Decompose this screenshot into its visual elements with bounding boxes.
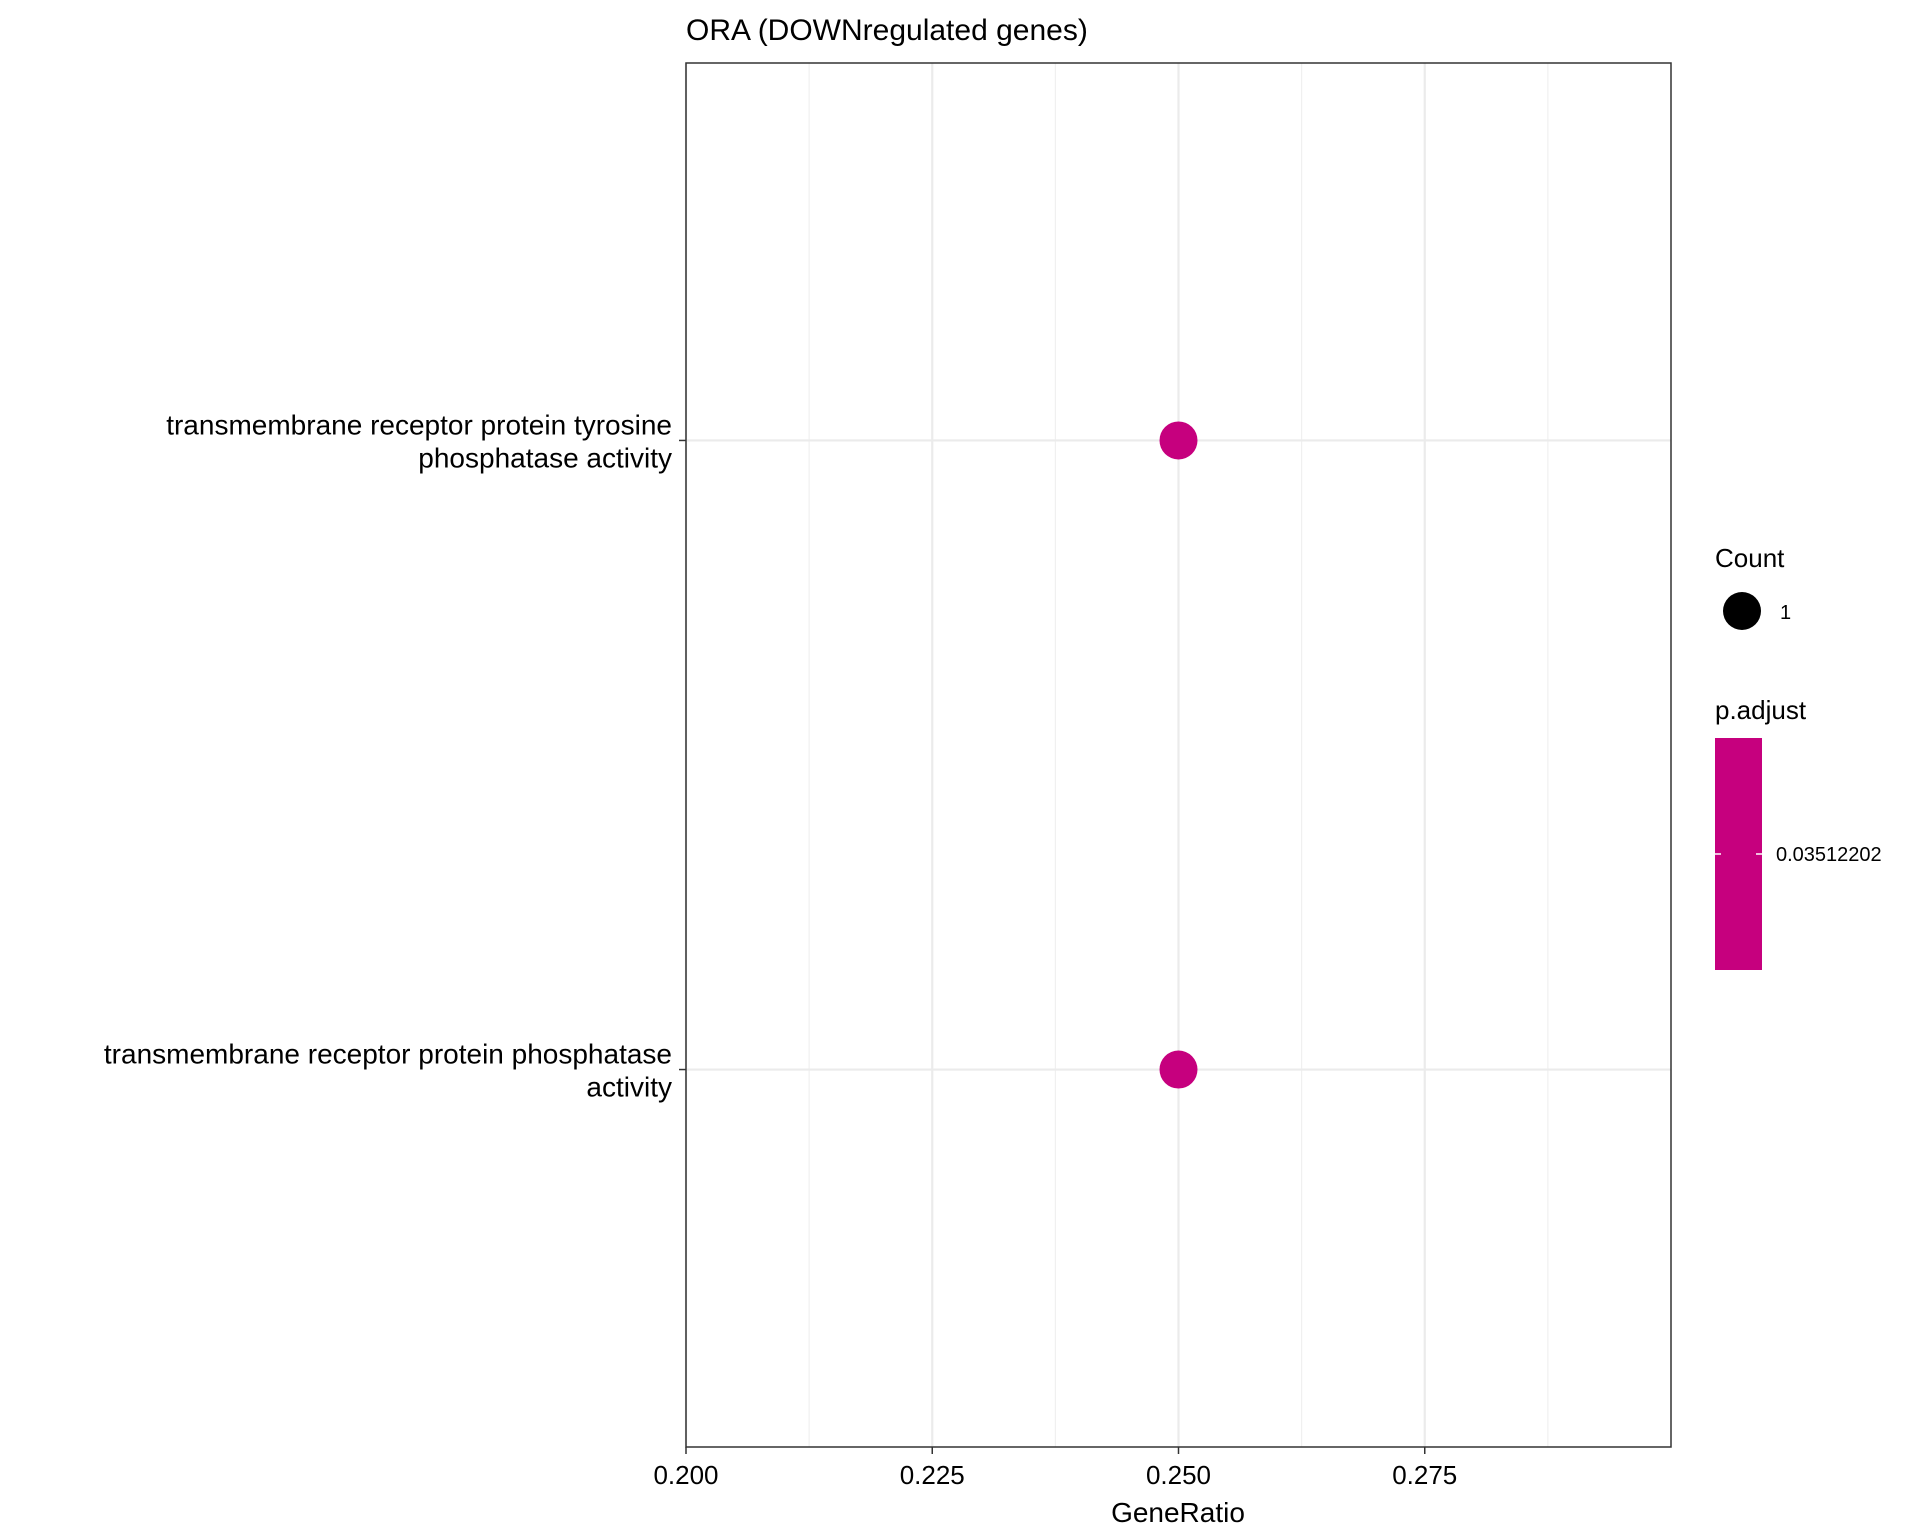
- legend-count-label: 1: [1780, 602, 1791, 624]
- chart-title: ORA (DOWNregulated genes): [686, 14, 1088, 47]
- y-tick-label-1: transmembrane receptor protein tyrosine p…: [166, 409, 672, 473]
- y-tick-label-0: transmembrane receptor protein phosphata…: [104, 1039, 672, 1103]
- x-axis-label: GeneRatio: [1111, 1497, 1245, 1528]
- legend: Count 1 p.adjust 0.03512202: [1715, 543, 1882, 970]
- data-points: [1159, 421, 1198, 1089]
- legend-count-title: Count: [1715, 543, 1785, 573]
- y-tick-label-line-1-0: transmembrane receptor protein tyrosine: [166, 409, 672, 440]
- x-axis: 0.200 0.225 0.250 0.275: [653, 1447, 1457, 1490]
- legend-padjust-label: 0.03512202: [1776, 844, 1882, 866]
- legend-colorbar: [1715, 738, 1762, 970]
- legend-count-dot: [1723, 592, 1761, 630]
- y-axis: transmembrane receptor protein phosphata…: [104, 409, 686, 1103]
- data-point-1: [1159, 421, 1198, 460]
- grid-minor: [808, 63, 1549, 1447]
- x-tick-label-3: 0.275: [1392, 1460, 1457, 1490]
- data-point-0: [1159, 1050, 1198, 1089]
- x-tick-label-0: 0.200: [653, 1460, 718, 1490]
- x-tick-label-2: 0.250: [1146, 1460, 1211, 1490]
- y-tick-label-line-0-0: transmembrane receptor protein phosphata…: [104, 1039, 672, 1070]
- legend-padjust-title: p.adjust: [1715, 695, 1807, 725]
- y-tick-label-line-0-1: activity: [586, 1072, 672, 1103]
- grid-major: [684, 63, 1671, 1447]
- y-tick-label-line-1-1: phosphatase activity: [418, 442, 672, 473]
- x-tick-label-1: 0.225: [900, 1460, 965, 1490]
